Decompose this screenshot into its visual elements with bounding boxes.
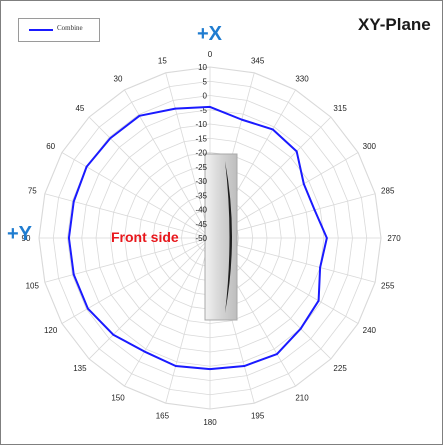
angle-tick-label: 225: [333, 364, 347, 373]
device-body: [204, 153, 238, 321]
angle-tick-label: 135: [73, 364, 87, 373]
angle-tick-label: 270: [387, 234, 401, 243]
radial-tick-label: -10: [195, 120, 207, 129]
series-point: [319, 266, 322, 269]
grid-spoke: [88, 116, 211, 239]
series-point: [143, 350, 146, 353]
series-point: [276, 353, 278, 355]
series-point: [240, 118, 243, 121]
radial-tick-label: -5: [200, 106, 208, 115]
radial-tick-label: -30: [195, 177, 207, 186]
radial-tick-label: -40: [195, 206, 207, 215]
grid-spoke: [44, 237, 211, 283]
angle-tick-label: 210: [295, 393, 309, 402]
angle-tick-label: 315: [333, 104, 347, 113]
legend-label-combine: Combine: [57, 24, 83, 32]
series-point: [86, 307, 89, 310]
radial-tick-label: -20: [195, 149, 207, 158]
angle-tick-label: 30: [114, 75, 123, 84]
angle-tick-label: 165: [156, 412, 170, 421]
series-point: [174, 107, 177, 110]
grid-spoke: [124, 89, 211, 239]
angle-tick-label: 105: [26, 282, 40, 291]
grid-spoke: [209, 193, 376, 239]
y-axis-label: +Y: [7, 223, 33, 245]
grid-spoke: [88, 237, 211, 360]
grid-spoke: [165, 72, 211, 239]
series-point: [138, 114, 141, 117]
angle-tick-label: 195: [251, 412, 265, 421]
series-point: [109, 137, 112, 140]
series-point: [271, 128, 274, 131]
angle-tick-label: 180: [203, 418, 217, 427]
angle-tick-label: 75: [28, 186, 37, 195]
angle-tick-label: 300: [363, 142, 377, 151]
chart-title: XY-Plane: [358, 15, 431, 34]
series-point: [209, 368, 211, 370]
radial-tick-label: 5: [203, 77, 208, 86]
legend-swatch-combine: [29, 29, 53, 31]
angle-tick-label: 60: [46, 142, 55, 151]
radial-tick-label: -50: [195, 234, 207, 243]
series-point: [72, 200, 75, 203]
series-point: [299, 327, 302, 330]
angle-tick-label: 150: [111, 393, 125, 402]
front-side-annotation: Front side: [111, 229, 179, 245]
device-illustration: [204, 153, 238, 321]
device-edge: [225, 161, 232, 313]
radial-tick-label: -35: [195, 191, 207, 200]
angle-tick-labels: 0153045607590105120135150165180195210225…: [22, 50, 402, 427]
legend: Combine: [18, 18, 100, 42]
grid-spoke: [61, 152, 211, 239]
x-axis-label: +X: [197, 23, 223, 45]
series-point: [85, 165, 88, 168]
radial-tick-label: 10: [198, 63, 207, 72]
radial-tick-labels: 10 5 0 -5 -10 -15 -20 -25 -30 -35 -40 -45 -50: [195, 63, 207, 243]
series-point: [72, 273, 75, 276]
grid-spoke: [44, 193, 211, 239]
angle-tick-label: 240: [363, 326, 377, 335]
series-point: [243, 365, 246, 367]
angle-tick-label: 0: [208, 50, 213, 59]
radial-tick-label: 0: [203, 92, 208, 101]
series-point: [317, 299, 320, 302]
series-point: [325, 237, 328, 239]
series-point: [209, 106, 211, 108]
radial-tick-label: -45: [195, 220, 207, 229]
angle-tick-label: 120: [44, 326, 58, 335]
series-point: [112, 333, 115, 336]
angle-tick-label: 255: [381, 282, 395, 291]
grid-spoke: [209, 237, 376, 283]
grid-spoke: [165, 237, 211, 404]
series-point: [302, 182, 305, 185]
grid-spoke: [61, 237, 211, 324]
series-point: [313, 209, 316, 211]
angle-tick-label: 330: [295, 75, 309, 84]
angle-tick-label: 90: [22, 234, 31, 243]
series-layer: [67, 105, 328, 371]
angle-tick-label: 345: [251, 56, 265, 65]
angle-tick-label: 15: [158, 56, 167, 65]
angle-tick-label: 285: [381, 186, 395, 195]
polar-grid: [38, 66, 382, 410]
radial-tick-label: -15: [195, 134, 207, 143]
grid-spoke: [124, 237, 211, 387]
angle-tick-label: 45: [75, 104, 84, 113]
series-point: [68, 237, 70, 239]
series-point: [174, 365, 177, 367]
radial-tick-label: -25: [195, 163, 207, 172]
series-point: [295, 150, 298, 153]
